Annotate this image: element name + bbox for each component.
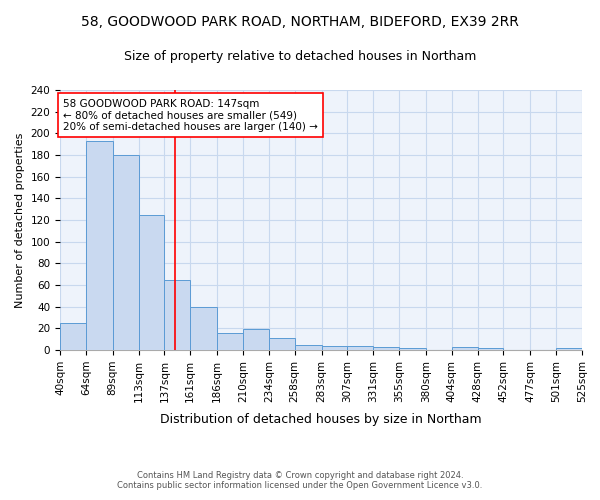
Bar — [322, 346, 347, 350]
Bar — [295, 344, 322, 350]
Bar — [217, 332, 243, 350]
Bar — [190, 306, 217, 350]
Text: Contains HM Land Registry data © Crown copyright and database right 2024.
Contai: Contains HM Land Registry data © Crown c… — [118, 470, 482, 490]
Bar — [60, 323, 86, 350]
Bar — [164, 280, 190, 350]
Text: Size of property relative to detached houses in Northam: Size of property relative to detached ho… — [124, 50, 476, 63]
Bar — [478, 348, 503, 350]
Text: Distribution of detached houses by size in Northam: Distribution of detached houses by size … — [160, 412, 482, 426]
Bar — [399, 348, 426, 350]
Bar — [452, 347, 478, 350]
Bar — [269, 338, 295, 350]
Text: 58, GOODWOOD PARK ROAD, NORTHAM, BIDEFORD, EX39 2RR: 58, GOODWOOD PARK ROAD, NORTHAM, BIDEFOR… — [81, 15, 519, 29]
Y-axis label: Number of detached properties: Number of detached properties — [15, 132, 25, 308]
Bar — [373, 347, 399, 350]
Text: 58 GOODWOOD PARK ROAD: 147sqm
← 80% of detached houses are smaller (549)
20% of : 58 GOODWOOD PARK ROAD: 147sqm ← 80% of d… — [63, 98, 318, 132]
Bar — [86, 141, 113, 350]
Bar — [347, 346, 373, 350]
Bar — [556, 348, 582, 350]
Bar — [139, 214, 164, 350]
Bar — [243, 330, 269, 350]
Bar — [113, 155, 139, 350]
